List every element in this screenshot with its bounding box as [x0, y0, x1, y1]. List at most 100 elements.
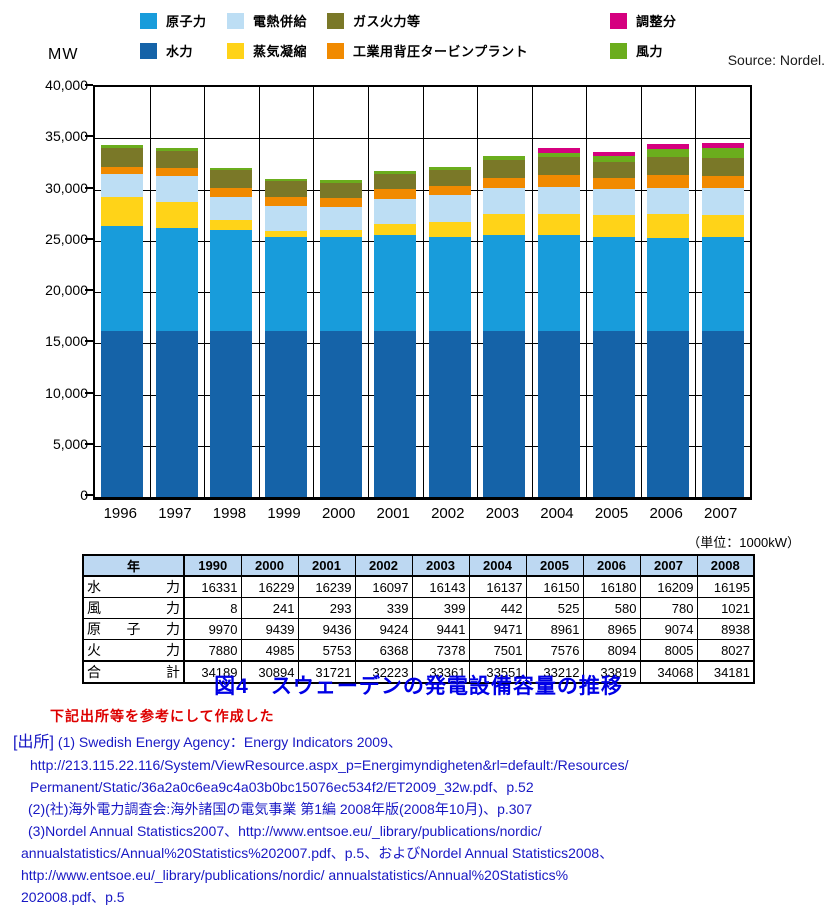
table-cell-value: 34189 [183, 660, 242, 684]
legend-item: ガス火力等 [327, 12, 421, 29]
table-header-row: 年 1990 2000 2001 2002 2003 2004 2005 2006 2007 200… [82, 554, 755, 577]
bar-segment [319, 230, 362, 238]
bar-segment [155, 148, 198, 151]
vertical-gridline [204, 87, 206, 497]
y-axis-tick-mark [85, 494, 93, 496]
y-axis-tick-mark [85, 237, 93, 240]
x-axis-year-label: 2002 [431, 505, 465, 522]
legend-swatch-icon [227, 42, 244, 59]
source-line: http://www.entsoe.eu/_library/publicatio… [21, 867, 569, 883]
vertical-gridline [531, 87, 533, 497]
vertical-gridline [313, 87, 315, 497]
bar-segment [210, 187, 253, 197]
bar-segment [210, 169, 253, 188]
table-cell-value: 8938 [696, 618, 755, 640]
table-header-cell: 年 [82, 554, 185, 577]
bar-segment [701, 147, 744, 159]
legend-item: 調整分 [610, 12, 677, 29]
table-cell-value: 8094 [582, 639, 641, 662]
legend-item: 電熱併給 [227, 12, 307, 29]
bar-segment [374, 199, 417, 224]
vertical-gridline [640, 87, 642, 497]
x-axis-year-label: 1997 [158, 505, 192, 522]
bar-segment [265, 331, 308, 497]
stacked-bar-2004 [537, 148, 580, 497]
bar-segment [155, 175, 198, 203]
y-axis-tick-mark [85, 391, 93, 394]
legend-item-label: 水力 [166, 44, 194, 59]
table-cell-value: 6368 [354, 639, 413, 662]
bar-segment [210, 331, 253, 497]
stacked-bar-chart-plot-area [93, 85, 752, 500]
table-cell-value: 339 [354, 597, 413, 619]
bar-segment [592, 156, 635, 162]
bar-segment [374, 223, 417, 235]
bar-segment [155, 168, 198, 176]
source-prefix-label: [出所] [13, 734, 54, 751]
table-header-cell: 2006 [582, 554, 641, 577]
legend-item-label: 電熱併給 [253, 14, 308, 29]
table-cell-value: 34181 [696, 660, 755, 684]
legend-swatch-icon [610, 12, 627, 29]
table-row-label: 合計 [82, 660, 185, 684]
bar-segment [319, 331, 362, 497]
y-axis-tick-label: 5,000 [52, 435, 88, 452]
stacked-bar-2000 [319, 180, 362, 497]
bar-segment [374, 174, 417, 190]
table-header-cell: 2004 [468, 554, 527, 577]
stacked-bar-2003 [483, 155, 526, 497]
legend-swatch-icon [327, 12, 344, 29]
bar-segment [537, 235, 580, 332]
source-line: 202008.pdf、p.5 [21, 889, 125, 905]
table-cell-value: 16239 [297, 575, 356, 598]
bar-segment [155, 227, 198, 332]
table-header-cell: 2002 [354, 554, 413, 577]
y-axis-tick-label: 25,000 [45, 230, 88, 247]
bar-segment [647, 149, 690, 158]
table-unit-label: （単位：1000kW） [687, 535, 800, 550]
y-axis-tick-mark [85, 186, 93, 189]
y-axis-tick-label: 15,000 [45, 333, 88, 350]
table-cell-value: 7880 [183, 639, 242, 662]
table-cell-value: 5753 [297, 639, 356, 662]
figure-caption: 図4 スウェーデンの発電設備容量の推移 [214, 675, 623, 698]
vertical-gridline [258, 87, 260, 497]
y-axis-tick-label: 35,000 [45, 128, 88, 145]
legend-item-label: 原子力 [166, 14, 207, 29]
table-cell-value: 16137 [468, 575, 527, 598]
source-line-text: (1) Swedish Energy Agency：Energy Indicat… [57, 734, 402, 750]
legend-swatch-icon [227, 12, 244, 29]
bar-segment [101, 225, 144, 332]
bar-segment [537, 148, 580, 154]
bar-segment [265, 178, 308, 181]
bar-segment [483, 235, 526, 332]
bar-segment [101, 167, 144, 175]
bar-segment [537, 213, 580, 236]
stacked-bar-1996 [101, 145, 144, 497]
vertical-gridline [586, 87, 588, 497]
x-axis-year-label: 2003 [485, 505, 520, 522]
table-cell-value: 33551 [468, 660, 527, 684]
vertical-gridline [422, 87, 424, 497]
table-header-cell: 2007 [639, 554, 698, 577]
bar-segment [265, 180, 308, 198]
table-cell-value: 16209 [639, 575, 698, 598]
table-cell-value: 33212 [525, 660, 584, 684]
bar-segment [483, 213, 526, 236]
x-axis-year-label: 2001 [376, 505, 410, 522]
bar-segment [647, 187, 690, 214]
table-cell-value: 9471 [468, 618, 527, 640]
bar-segment [647, 331, 690, 497]
bar-segment [701, 236, 744, 332]
vertical-gridline [149, 87, 151, 497]
bar-segment [374, 171, 417, 175]
legend-item: 工業用背圧タービンプラント [327, 42, 528, 59]
table-cell-value: 9441 [411, 618, 470, 640]
table-cell-value: 30894 [240, 660, 299, 684]
y-axis-tick-label: 30,000 [45, 179, 88, 196]
table-cell-value: 16180 [582, 575, 641, 598]
y-axis-tick-mark [85, 135, 93, 138]
source-line: Permanent/Static/36a2a0c6ea9c4a03b0bc150… [30, 779, 534, 795]
bar-segment [265, 197, 308, 207]
